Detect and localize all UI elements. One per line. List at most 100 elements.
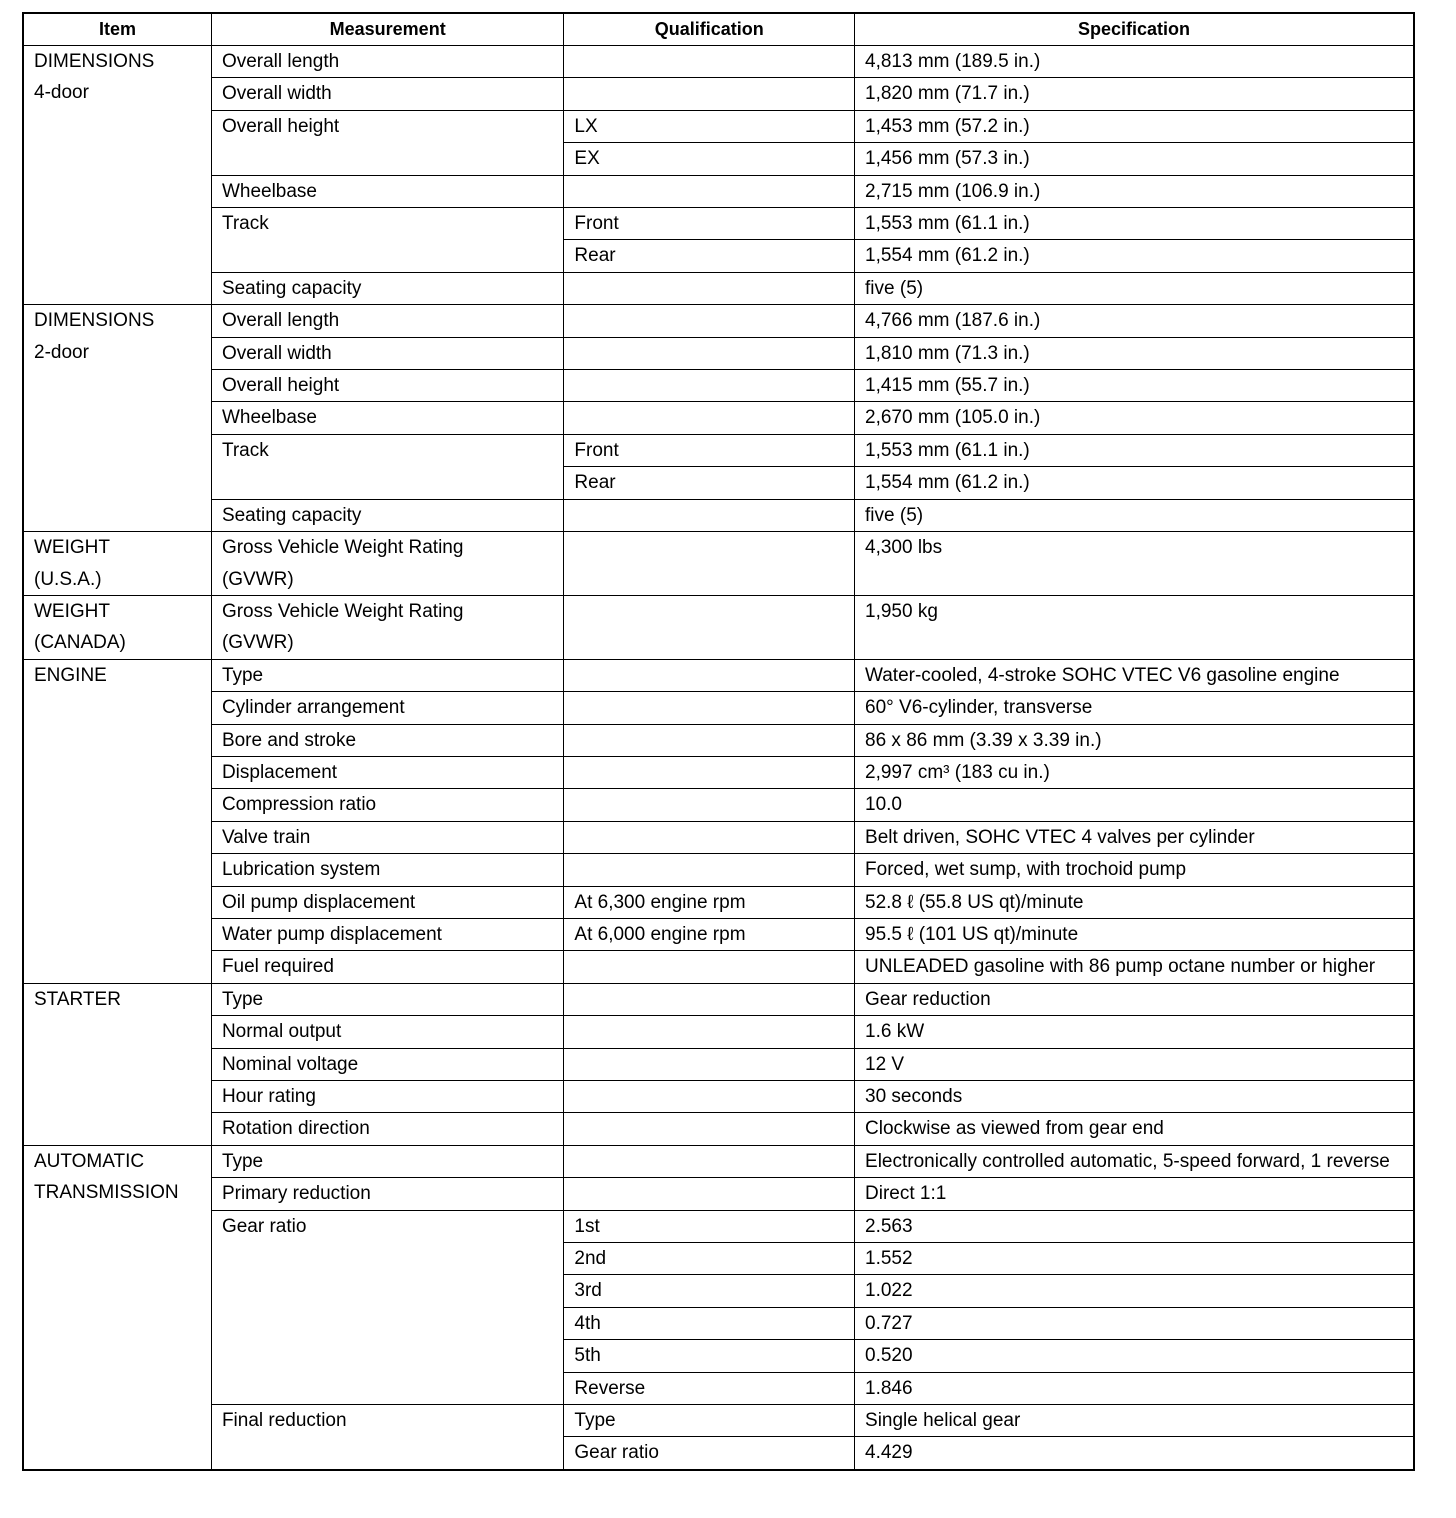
measurement-cell: Primary reduction <box>210 1177 565 1211</box>
qualification-cell: 1st <box>563 1209 856 1244</box>
specification-cell: 60° V6-cylinder, transverse <box>854 691 1415 725</box>
table-row: Gear ratio 4.429 <box>23 1436 1415 1471</box>
specification-cell: five (5) <box>854 498 1415 533</box>
specification-value: 60° V6-cylinder, transverse <box>865 697 1093 719</box>
qualification-cell: 3rd <box>563 1274 856 1308</box>
measurement-label: Gear ratio <box>221 1215 307 1237</box>
specification-cell: 1,554 mm (61.2 in.) <box>854 239 1415 273</box>
measurement-label: Fuel required <box>221 956 334 978</box>
measurement-label: Overall length <box>221 51 340 72</box>
measurement-label: Track <box>221 213 269 235</box>
specification-cell: 2,997 cm³ (183 cu in.) <box>854 755 1415 790</box>
specification-value: 2,670 mm (105.0 in.) <box>865 407 1041 429</box>
measurement-cell: Wheelbase <box>210 401 565 435</box>
table-row: Normal output 1.6 kW <box>23 1015 1415 1049</box>
measurement-label: Water pump displacement <box>221 923 442 945</box>
specification-cell: 1.6 kW <box>854 1015 1415 1049</box>
header-row: Item Measurement Qualification Specifica… <box>22 12 1415 46</box>
qualification-cell <box>563 1112 856 1146</box>
table-row: Overall height 1,415 mm (55.7 in.) <box>23 369 1415 403</box>
specification-value: 2,715 mm (106.9 in.) <box>865 180 1041 202</box>
item-cell: STARTER <box>22 982 212 1146</box>
qualification-cell <box>563 788 856 822</box>
qualification-cell <box>563 336 856 371</box>
specification-value: 1,453 mm (57.2 in.) <box>865 115 1030 137</box>
measurement-label: Type <box>221 664 264 686</box>
specification-cell: 0.520 <box>854 1339 1415 1373</box>
measurement-label: Displacement <box>221 761 338 783</box>
specification-cell: Single helical gear <box>854 1404 1415 1438</box>
item-label-line: DIMENSIONS <box>34 51 155 72</box>
measurement-cell: Compression ratio <box>210 788 565 822</box>
item-cell: DIMENSIONS 4-door <box>22 44 212 306</box>
table-row: Overall width 1,810 mm (71.3 in.) <box>23 336 1415 371</box>
item-label-line: (U.S.A.) <box>34 568 102 590</box>
specification-value: 2.563 <box>865 1215 913 1237</box>
table-body: DIMENSIONS 4-door Overall length 4,813 mm (… <box>22 44 1415 1471</box>
specification-value: 10.0 <box>865 794 902 816</box>
measurement-cell: Displacement <box>210 755 565 790</box>
table-row: Cylinder arrangement 60° V6-cylinder, tra… <box>23 691 1415 725</box>
measurement-label: Seating capacity <box>221 277 362 299</box>
qualification-cell: Rear <box>563 239 856 273</box>
measurement-cell: Track <box>210 433 565 500</box>
specification-cell: 4,766 mm (187.6 in.) <box>854 304 1415 338</box>
measurement-label: Wheelbase <box>221 180 317 202</box>
measurement-cell: Gross Vehicle Weight Rating (GVWR) <box>210 531 565 596</box>
measurement-cell: Normal output <box>210 1015 565 1049</box>
item-cell: WEIGHT (U.S.A.) <box>22 531 212 596</box>
specification-cell: 1.846 <box>854 1371 1415 1406</box>
table-row: Rotation direction Clockwise as viewed fr… <box>23 1112 1415 1146</box>
specification-cell: 30 seconds <box>854 1079 1415 1114</box>
measurement-label: Overall height <box>221 115 340 137</box>
measurement-cell: Cylinder arrangement <box>210 691 565 725</box>
specification-cell: 1,553 mm (61.1 in.) <box>854 207 1415 241</box>
specification-value: 1.6 kW <box>865 1021 925 1043</box>
specifications-table: Item Measurement Qualification Specifica… <box>22 12 1415 1471</box>
measurement-label: Type <box>221 1150 264 1172</box>
specification-cell: 95.5 ℓ (101 US qt)/minute <box>854 917 1415 952</box>
specification-value: 4,813 mm (189.5 in.) <box>865 51 1041 72</box>
measurement-cell: Type <box>210 1144 565 1179</box>
qualification-cell: Gear ratio <box>563 1436 856 1471</box>
specification-cell: 1,950 kg <box>854 594 1415 660</box>
table-row: 4th 0.727 <box>23 1306 1415 1341</box>
item-label-line: STARTER <box>34 988 121 1010</box>
measurement-cell: Rotation direction <box>210 1112 565 1146</box>
specification-value: 1,554 mm (61.2 in.) <box>865 245 1030 267</box>
specification-cell: 52.8 ℓ (55.8 US qt)/minute <box>854 885 1415 919</box>
item-label-line: TRANSMISSION <box>34 1182 179 1204</box>
qualification-cell <box>563 271 856 306</box>
measurement-cell: Gear ratio <box>210 1209 565 1406</box>
measurement-cell: Overall height <box>210 369 565 403</box>
qualification-cell <box>563 1177 856 1211</box>
qualification-cell <box>563 44 856 79</box>
specification-value: 1,810 mm (71.3 in.) <box>865 342 1030 364</box>
specification-cell: 12 V <box>854 1047 1415 1082</box>
measurement-cell: Hour rating <box>210 1079 565 1114</box>
table-row: Rear 1,554 mm (61.2 in.) <box>23 239 1415 273</box>
specification-cell: 1,553 mm (61.1 in.) <box>854 433 1415 468</box>
measurement-cell: Valve train <box>210 820 565 855</box>
item-label-line: DIMENSIONS <box>34 310 155 332</box>
measurement-cell: Water pump displacement <box>210 917 565 952</box>
specification-value: Clockwise as viewed from gear end <box>865 1118 1164 1140</box>
table-row: WEIGHT (CANADA) Gross Vehicle Weight Ratin… <box>22 594 1415 660</box>
specification-cell: five (5) <box>854 271 1415 306</box>
item-label-line: (CANADA) <box>34 632 126 654</box>
item-label-line: 2-door <box>34 341 89 363</box>
item-label-line: WEIGHT <box>34 537 110 559</box>
qualification-cell <box>563 820 856 855</box>
measurement-cell: Oil pump displacement <box>210 885 565 919</box>
specification-value: 0.520 <box>865 1345 913 1367</box>
specification-value: 1,415 mm (55.7 in.) <box>865 375 1030 397</box>
table-row: Rear 1,554 mm (61.2 in.) <box>23 466 1415 500</box>
measurement-cell: Overall width <box>210 336 565 371</box>
item-cell: DIMENSIONS 2-door <box>22 304 212 533</box>
specification-cell: 2,670 mm (105.0 in.) <box>854 401 1415 435</box>
specification-value: Water-cooled, 4-stroke SOHC VTEC V6 gaso… <box>865 664 1340 686</box>
item-label-line: AUTOMATIC <box>34 1150 145 1172</box>
table-row: AUTOMATIC TRANSMISSION Type Electronically … <box>22 1144 1415 1471</box>
specification-cell: 1.552 <box>854 1242 1415 1276</box>
table-row: Wheelbase 2,715 mm (106.9 in.) <box>23 174 1415 209</box>
